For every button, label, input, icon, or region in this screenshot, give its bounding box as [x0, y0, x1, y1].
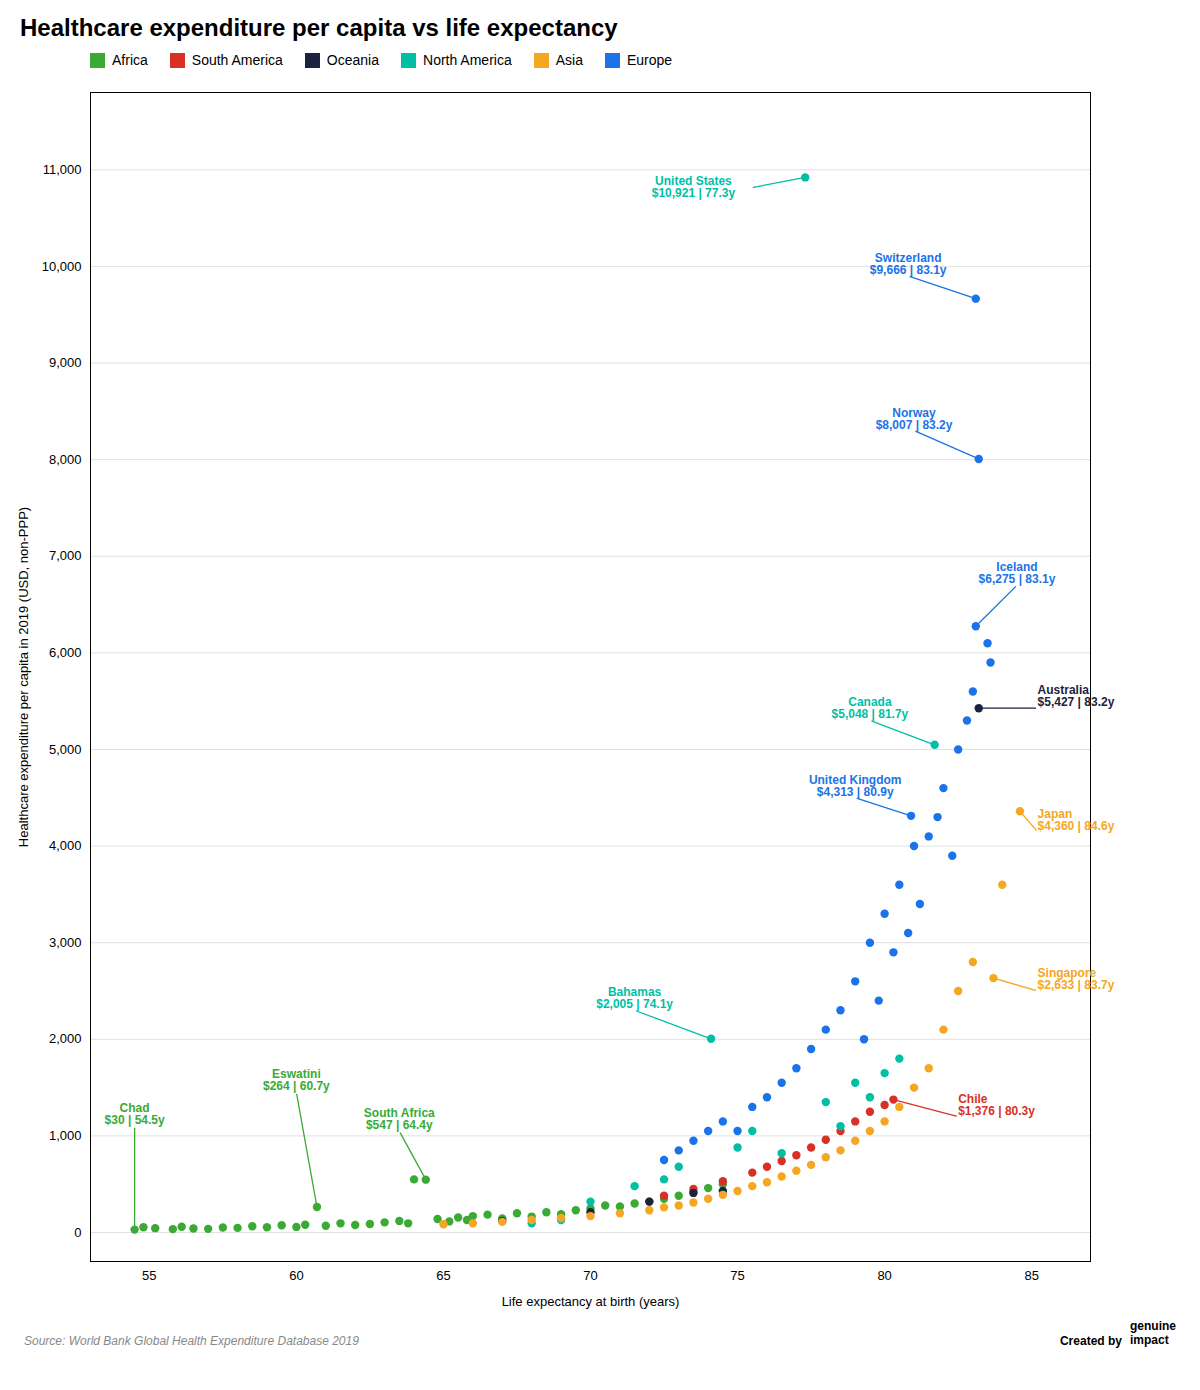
- svg-text:80: 80: [877, 1268, 891, 1283]
- svg-text:3,000: 3,000: [49, 935, 82, 950]
- svg-text:60: 60: [289, 1268, 303, 1283]
- html-text:Created by: Created by: [1060, 1333, 1122, 1348]
- svg-text:9,000: 9,000: [49, 355, 82, 370]
- svg-text:6,000: 6,000: [49, 645, 82, 660]
- html-text:Healthcare expenditure per cap: Healthcare expenditure per capita vs lif…: [20, 14, 618, 41]
- svg-text:11,000: 11,000: [43, 162, 82, 177]
- html-text:South America: South America: [191, 52, 283, 68]
- svg-text:Bahamas$2,005 | 74.1y: Bahamas$2,005 | 74.1y: [596, 985, 673, 1011]
- svg-text:5,000: 5,000: [49, 742, 82, 757]
- html-text:Source: World Bank Global Heal: Source: World Bank Global Health Expendi…: [24, 1333, 359, 1348]
- svg-text:2,000: 2,000: [49, 1031, 82, 1046]
- svg-text:55: 55: [142, 1268, 156, 1283]
- svg-text:Switzerland$9,666 | 83.1y: Switzerland$9,666 | 83.1y: [870, 251, 947, 277]
- svg-text:Japan$4,360 | 84.6y: Japan$4,360 | 84.6y: [1038, 807, 1115, 833]
- svg-text:Eswatini$264 | 60.7y: Eswatini$264 | 60.7y: [263, 1067, 330, 1093]
- html-text:Africa: Africa: [112, 52, 148, 68]
- svg-text:Chile$1,376 | 80.3y: Chile$1,376 | 80.3y: [958, 1092, 1035, 1118]
- svg-text:1,000: 1,000: [49, 1128, 82, 1143]
- svg-text:75: 75: [730, 1268, 744, 1283]
- html-text:Oceania: Oceania: [326, 52, 379, 68]
- svg-text:85: 85: [1024, 1268, 1038, 1283]
- svg-text:10,000: 10,000: [42, 259, 82, 274]
- svg-text:8,000: 8,000: [49, 452, 82, 467]
- svg-text:United States$10,921 | 77.3y: United States$10,921 | 77.3y: [652, 174, 736, 200]
- svg-text:Healthcare expenditure per cap: Healthcare expenditure per capita in 201…: [16, 507, 31, 847]
- svg-text:Iceland$6,275 | 83.1y: Iceland$6,275 | 83.1y: [979, 560, 1056, 586]
- svg-text:Australia$5,427 | 83.2y: Australia$5,427 | 83.2y: [1038, 683, 1115, 709]
- svg-text:70: 70: [583, 1268, 597, 1283]
- svg-text:Norway$8,007 | 83.2y: Norway$8,007 | 83.2y: [876, 406, 953, 432]
- html-text:Europe: Europe: [627, 52, 673, 68]
- html-text:genuine impact: genuine impact: [1130, 1319, 1176, 1348]
- svg-text:Singapore$2,633 | 83.7y: Singapore$2,633 | 83.7y: [1038, 966, 1115, 992]
- svg-text:0: 0: [74, 1225, 81, 1240]
- svg-text:Life expectancy at birth (year: Life expectancy at birth (years): [502, 1294, 680, 1309]
- svg-text:Chad$30 | 54.5y: Chad$30 | 54.5y: [105, 1101, 165, 1127]
- html-text:North America: North America: [423, 52, 512, 68]
- svg-text:United Kingdom$4,313 | 80.9y: United Kingdom$4,313 | 80.9y: [809, 773, 902, 799]
- svg-text:Canada$5,048 | 81.7y: Canada$5,048 | 81.7y: [832, 695, 909, 721]
- html-text:Asia: Asia: [555, 52, 583, 68]
- svg-text:7,000: 7,000: [49, 548, 82, 563]
- svg-text:4,000: 4,000: [49, 838, 82, 853]
- svg-text:South Africa$547 | 64.4y: South Africa$547 | 64.4y: [364, 1106, 435, 1132]
- svg-text:65: 65: [436, 1268, 450, 1283]
